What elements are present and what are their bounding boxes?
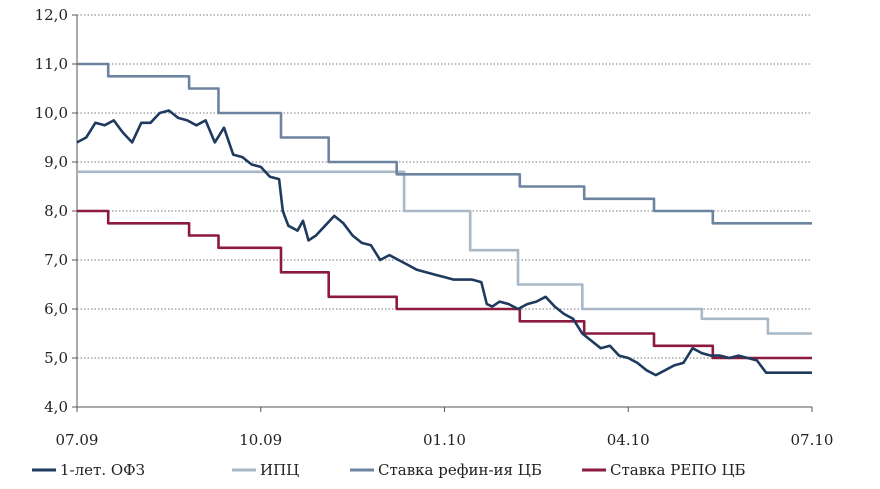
series-line-ofz [76,109,812,377]
legend-label-refi: Ставка рефин-ия ЦБ [378,461,542,479]
series-lines [76,62,812,377]
y-tick-label: 4,0 [44,398,68,416]
x-tick-label: 07.10 [791,431,834,449]
y-tick-label: 12,0 [35,6,68,24]
y-axis-ticks: 4,0 5,0 6,0 7,0 8,0 9,0 10,0 11,0 12,0 [35,6,77,416]
y-tick-label: 7,0 [44,251,68,269]
series-line-cpi [77,170,812,335]
y-tick-label: 6,0 [44,300,68,318]
x-tick-label: 07.09 [56,431,99,449]
x-axis-ticks: 07.09 10.09 01.10 04.10 07.10 [56,407,834,449]
series-line-repo [77,209,812,360]
y-tick-label: 8,0 [44,202,68,220]
legend-label-cpi: ИПЦ [260,461,299,479]
y-tick-label: 9,0 [44,153,68,171]
legend-label-repo: Ставка РЕПО ЦБ [610,461,746,479]
y-tick-label: 11,0 [35,55,68,73]
x-tick-label: 01.10 [423,431,466,449]
y-tick-label: 5,0 [44,349,68,367]
y-tick-label: 10,0 [35,104,68,122]
legend: 1-лет. ОФЗ ИПЦ Ставка рефин-ия ЦБ Ставка РЕ… [32,461,746,479]
series-line-refi [77,62,812,225]
x-tick-label: 10.09 [239,431,282,449]
legend-label-ofz: 1-лет. ОФЗ [60,461,145,479]
x-tick-label: 04.10 [607,431,650,449]
grid [77,14,812,359]
